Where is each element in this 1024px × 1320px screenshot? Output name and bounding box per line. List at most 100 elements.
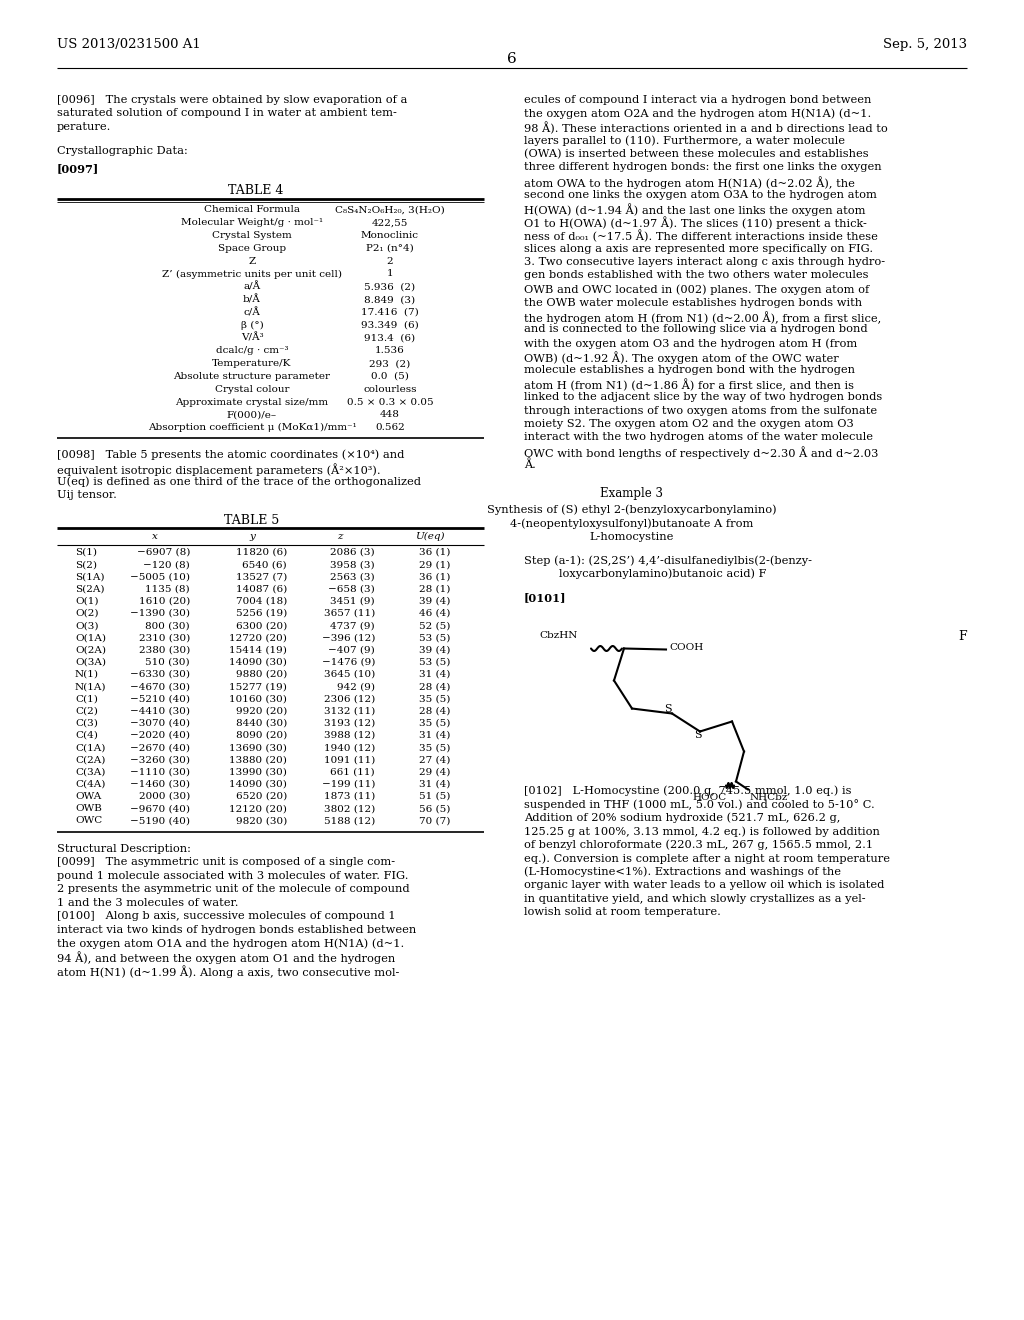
Text: OWB and OWC located in (002) planes. The oxygen atom of: OWB and OWC located in (002) planes. The…: [524, 284, 869, 294]
Text: 422,55: 422,55: [372, 218, 409, 227]
Text: 1091 (11): 1091 (11): [324, 755, 375, 764]
Text: 10160 (30): 10160 (30): [229, 694, 287, 704]
Text: 11820 (6): 11820 (6): [236, 548, 287, 557]
Text: ecules of compound I interact via a hydrogen bond between: ecules of compound I interact via a hydr…: [524, 95, 871, 106]
Text: 36 (1): 36 (1): [419, 573, 450, 581]
Text: −3070 (40): −3070 (40): [130, 718, 190, 727]
Text: −6907 (8): −6907 (8): [136, 548, 190, 557]
Text: Crystal System: Crystal System: [212, 231, 292, 240]
Text: [0098]   Table 5 presents the atomic coordinates (×10⁴) and: [0098] Table 5 presents the atomic coord…: [57, 450, 404, 461]
Text: 70 (7): 70 (7): [419, 816, 450, 825]
Text: Example 3: Example 3: [600, 487, 664, 500]
Text: Crystal colour: Crystal colour: [215, 384, 289, 393]
Text: saturated solution of compound I in water at ambient tem-: saturated solution of compound I in wate…: [57, 108, 397, 119]
Text: dcalc/g · cm⁻³: dcalc/g · cm⁻³: [216, 346, 288, 355]
Text: −120 (8): −120 (8): [143, 560, 190, 569]
Text: perature.: perature.: [57, 121, 112, 132]
Text: 0.562: 0.562: [375, 424, 404, 432]
Text: 9880 (20): 9880 (20): [236, 671, 287, 678]
Text: −5005 (10): −5005 (10): [130, 573, 190, 581]
Text: −1476 (9): −1476 (9): [322, 657, 375, 667]
Text: 3451 (9): 3451 (9): [331, 597, 375, 606]
Text: [0097]: [0097]: [57, 162, 99, 174]
Text: atom H(N1) (d~1.99 Å). Along a axis, two consecutive mol-: atom H(N1) (d~1.99 Å). Along a axis, two…: [57, 965, 399, 978]
Text: Molecular Weight/g · mol⁻¹: Molecular Weight/g · mol⁻¹: [181, 218, 323, 227]
Text: 3802 (12): 3802 (12): [324, 804, 375, 813]
Text: 3958 (3): 3958 (3): [331, 560, 375, 569]
Text: three different hydrogen bonds: the first one links the oxygen: three different hydrogen bonds: the firs…: [524, 162, 882, 173]
Text: and is connected to the following slice via a hydrogen bond: and is connected to the following slice …: [524, 325, 867, 334]
Text: 94 Å), and between the oxygen atom O1 and the hydrogen: 94 Å), and between the oxygen atom O1 an…: [57, 952, 395, 965]
Text: O(2): O(2): [75, 609, 98, 618]
Text: 3132 (11): 3132 (11): [324, 706, 375, 715]
Text: −1390 (30): −1390 (30): [130, 609, 190, 618]
Text: 98 Å). These interactions oriented in a and b directions lead to: 98 Å). These interactions oriented in a …: [524, 121, 888, 135]
Text: Z’ (asymmetric units per unit cell): Z’ (asymmetric units per unit cell): [162, 269, 342, 279]
Text: 53 (5): 53 (5): [419, 634, 450, 643]
Text: 1873 (11): 1873 (11): [324, 792, 375, 801]
Text: 8090 (20): 8090 (20): [236, 731, 287, 741]
Text: 13690 (30): 13690 (30): [229, 743, 287, 752]
Text: S(2A): S(2A): [75, 585, 104, 594]
Text: 1610 (20): 1610 (20): [138, 597, 190, 606]
Text: Step (a-1): (2S,2S’) 4,4’-disulfanediylbis(2-(benzy-: Step (a-1): (2S,2S’) 4,4’-disulfanediylb…: [524, 554, 812, 565]
Text: P2₁ (n°4): P2₁ (n°4): [367, 244, 414, 253]
Text: of benzyl chloroformate (220.3 mL, 267 g, 1565.5 mmol, 2.1: of benzyl chloroformate (220.3 mL, 267 g…: [524, 840, 873, 850]
Text: Approximate crystal size/mm: Approximate crystal size/mm: [175, 397, 329, 407]
Text: [0096]   The crystals were obtained by slow evaporation of a: [0096] The crystals were obtained by slo…: [57, 95, 408, 106]
Text: O(1): O(1): [75, 597, 98, 606]
Text: 39 (4): 39 (4): [419, 597, 450, 606]
Text: 2310 (30): 2310 (30): [138, 634, 190, 643]
Text: 3645 (10): 3645 (10): [324, 671, 375, 678]
Text: O(1A): O(1A): [75, 634, 106, 643]
Text: [0100]   Along b axis, successive molecules of compound 1: [0100] Along b axis, successive molecule…: [57, 911, 395, 921]
Text: 6300 (20): 6300 (20): [236, 622, 287, 630]
Text: 3193 (12): 3193 (12): [324, 718, 375, 727]
Text: 35 (5): 35 (5): [419, 743, 450, 752]
Text: 5188 (12): 5188 (12): [324, 816, 375, 825]
Text: S: S: [694, 730, 701, 739]
Text: 942 (9): 942 (9): [337, 682, 375, 692]
Text: lowish solid at room temperature.: lowish solid at room temperature.: [524, 907, 721, 917]
Text: Z: Z: [249, 256, 256, 265]
Text: loxycarbonylamino)butanoic acid) F: loxycarbonylamino)butanoic acid) F: [559, 569, 767, 579]
Text: −4670 (30): −4670 (30): [130, 682, 190, 692]
Text: 46 (4): 46 (4): [419, 609, 450, 618]
Text: 9820 (30): 9820 (30): [236, 816, 287, 825]
Text: the oxygen atom O2A and the hydrogen atom H(N1A) (d~1.: the oxygen atom O2A and the hydrogen ato…: [524, 108, 871, 119]
Text: 6540 (6): 6540 (6): [243, 560, 287, 569]
Text: Absorption coefficient μ (MoKα1)/mm⁻¹: Absorption coefficient μ (MoKα1)/mm⁻¹: [147, 424, 356, 432]
Text: −199 (11): −199 (11): [322, 780, 375, 789]
Text: 3. Two consecutive layers interact along c axis through hydro-: 3. Two consecutive layers interact along…: [524, 257, 885, 267]
Text: c/Å: c/Å: [244, 308, 260, 317]
Text: −5190 (40): −5190 (40): [130, 816, 190, 825]
Text: 1940 (12): 1940 (12): [324, 743, 375, 752]
Text: Temperature/K: Temperature/K: [212, 359, 292, 368]
Text: Uij tensor.: Uij tensor.: [57, 491, 117, 500]
Text: 8440 (30): 8440 (30): [236, 718, 287, 727]
Text: S(1): S(1): [75, 548, 97, 557]
Text: 2563 (3): 2563 (3): [331, 573, 375, 581]
Text: [0102]   L-Homocystine (200.0 g, 745.5 mmol, 1.0 eq.) is: [0102] L-Homocystine (200.0 g, 745.5 mmo…: [524, 785, 852, 796]
Text: Sep. 5, 2013: Sep. 5, 2013: [883, 38, 967, 51]
Text: the oxygen atom O1A and the hydrogen atom H(N1A) (d~1.: the oxygen atom O1A and the hydrogen ato…: [57, 939, 404, 949]
Text: S(2): S(2): [75, 560, 97, 569]
Text: C(3A): C(3A): [75, 767, 105, 776]
Text: 0.5 × 0.3 × 0.05: 0.5 × 0.3 × 0.05: [347, 397, 433, 407]
Text: TABLE 4: TABLE 4: [228, 185, 284, 198]
Text: −9670 (40): −9670 (40): [130, 804, 190, 813]
Text: Monoclinic: Monoclinic: [361, 231, 419, 240]
Text: 800 (30): 800 (30): [145, 622, 190, 630]
Text: CbzHN: CbzHN: [539, 631, 578, 639]
Text: 13880 (20): 13880 (20): [229, 755, 287, 764]
Text: second one links the oxygen atom O3A to the hydrogen atom: second one links the oxygen atom O3A to …: [524, 190, 877, 199]
Text: z: z: [337, 532, 343, 541]
Text: equivalent isotropic displacement parameters (Å²×10³).: equivalent isotropic displacement parame…: [57, 463, 381, 477]
Text: atom H (from N1) (d~1.86 Å) for a first slice, and then is: atom H (from N1) (d~1.86 Å) for a first …: [524, 379, 854, 391]
Text: 14087 (6): 14087 (6): [236, 585, 287, 594]
Text: 28 (1): 28 (1): [419, 585, 450, 594]
Text: O(2A): O(2A): [75, 645, 106, 655]
Text: TABLE 5: TABLE 5: [224, 513, 280, 527]
Text: 13990 (30): 13990 (30): [229, 767, 287, 776]
Text: C(2A): C(2A): [75, 755, 105, 764]
